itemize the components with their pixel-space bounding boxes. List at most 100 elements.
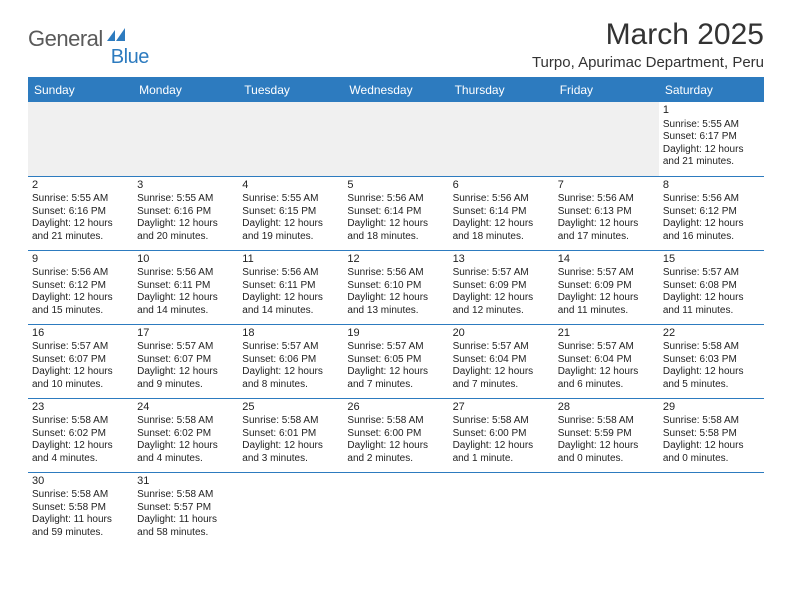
cell-sunrise: Sunrise: 5:58 AM bbox=[137, 415, 234, 428]
cell-daylight2: and 4 minutes. bbox=[32, 453, 129, 466]
day-header: Monday bbox=[133, 78, 238, 102]
cell-daylight2: and 58 minutes. bbox=[137, 527, 234, 540]
day-number: 2 bbox=[32, 179, 129, 193]
cell-sunrise: Sunrise: 5:56 AM bbox=[137, 267, 234, 280]
calendar-cell-empty bbox=[343, 102, 448, 176]
logo-text-blue: Blue bbox=[111, 46, 149, 69]
cell-daylight1: Daylight: 12 hours bbox=[663, 292, 760, 305]
day-header: Saturday bbox=[659, 78, 764, 102]
cell-sunset: Sunset: 6:11 PM bbox=[137, 280, 234, 293]
calendar-cell: 29Sunrise: 5:58 AMSunset: 5:58 PMDayligh… bbox=[659, 398, 764, 472]
cell-daylight1: Daylight: 12 hours bbox=[558, 218, 655, 231]
day-number: 13 bbox=[453, 253, 550, 267]
cell-daylight1: Daylight: 12 hours bbox=[347, 292, 444, 305]
cell-daylight1: Daylight: 12 hours bbox=[663, 218, 760, 231]
calendar-cell: 12Sunrise: 5:56 AMSunset: 6:10 PMDayligh… bbox=[343, 250, 448, 324]
cell-sunset: Sunset: 6:13 PM bbox=[558, 206, 655, 219]
cell-sunset: Sunset: 6:10 PM bbox=[347, 280, 444, 293]
cell-sunset: Sunset: 6:00 PM bbox=[347, 428, 444, 441]
calendar-row: 9Sunrise: 5:56 AMSunset: 6:12 PMDaylight… bbox=[28, 250, 764, 324]
cell-daylight2: and 17 minutes. bbox=[558, 231, 655, 244]
day-number: 27 bbox=[453, 401, 550, 415]
cell-sunrise: Sunrise: 5:55 AM bbox=[137, 193, 234, 206]
calendar-cell: 13Sunrise: 5:57 AMSunset: 6:09 PMDayligh… bbox=[449, 250, 554, 324]
day-number: 11 bbox=[242, 253, 339, 267]
calendar-cell: 3Sunrise: 5:55 AMSunset: 6:16 PMDaylight… bbox=[133, 176, 238, 250]
day-number: 28 bbox=[558, 401, 655, 415]
cell-daylight1: Daylight: 12 hours bbox=[137, 440, 234, 453]
calendar-cell: 19Sunrise: 5:57 AMSunset: 6:05 PMDayligh… bbox=[343, 324, 448, 398]
cell-daylight2: and 21 minutes. bbox=[32, 231, 129, 244]
cell-daylight2: and 0 minutes. bbox=[663, 453, 760, 466]
day-number: 17 bbox=[137, 327, 234, 341]
cell-sunrise: Sunrise: 5:57 AM bbox=[453, 341, 550, 354]
cell-sunrise: Sunrise: 5:58 AM bbox=[663, 341, 760, 354]
calendar-cell: 11Sunrise: 5:56 AMSunset: 6:11 PMDayligh… bbox=[238, 250, 343, 324]
cell-daylight2: and 8 minutes. bbox=[242, 379, 339, 392]
calendar-cell: 20Sunrise: 5:57 AMSunset: 6:04 PMDayligh… bbox=[449, 324, 554, 398]
day-number: 24 bbox=[137, 401, 234, 415]
calendar-cell: 17Sunrise: 5:57 AMSunset: 6:07 PMDayligh… bbox=[133, 324, 238, 398]
calendar-head: SundayMondayTuesdayWednesdayThursdayFrid… bbox=[28, 78, 764, 102]
calendar-cell: 27Sunrise: 5:58 AMSunset: 6:00 PMDayligh… bbox=[449, 398, 554, 472]
calendar-cell: 2Sunrise: 5:55 AMSunset: 6:16 PMDaylight… bbox=[28, 176, 133, 250]
cell-daylight2: and 59 minutes. bbox=[32, 527, 129, 540]
day-number: 10 bbox=[137, 253, 234, 267]
calendar-cell-empty bbox=[449, 102, 554, 176]
cell-daylight1: Daylight: 12 hours bbox=[242, 366, 339, 379]
calendar-cell: 7Sunrise: 5:56 AMSunset: 6:13 PMDaylight… bbox=[554, 176, 659, 250]
cell-daylight2: and 16 minutes. bbox=[663, 231, 760, 244]
calendar-cell: 16Sunrise: 5:57 AMSunset: 6:07 PMDayligh… bbox=[28, 324, 133, 398]
cell-sunrise: Sunrise: 5:57 AM bbox=[453, 267, 550, 280]
cell-sunset: Sunset: 6:06 PM bbox=[242, 354, 339, 367]
cell-sunset: Sunset: 6:12 PM bbox=[32, 280, 129, 293]
cell-daylight1: Daylight: 11 hours bbox=[32, 514, 129, 527]
cell-sunset: Sunset: 6:09 PM bbox=[558, 280, 655, 293]
cell-daylight1: Daylight: 12 hours bbox=[32, 218, 129, 231]
calendar-cell-empty bbox=[554, 102, 659, 176]
cell-daylight1: Daylight: 12 hours bbox=[137, 292, 234, 305]
cell-sunset: Sunset: 6:12 PM bbox=[663, 206, 760, 219]
cell-sunset: Sunset: 6:02 PM bbox=[32, 428, 129, 441]
cell-sunset: Sunset: 6:16 PM bbox=[32, 206, 129, 219]
cell-daylight2: and 14 minutes. bbox=[137, 305, 234, 318]
cell-sunrise: Sunrise: 5:57 AM bbox=[663, 267, 760, 280]
calendar-cell-empty bbox=[554, 472, 659, 546]
day-number: 7 bbox=[558, 179, 655, 193]
cell-daylight2: and 19 minutes. bbox=[242, 231, 339, 244]
cell-sunrise: Sunrise: 5:56 AM bbox=[663, 193, 760, 206]
cell-daylight2: and 0 minutes. bbox=[558, 453, 655, 466]
calendar-cell: 6Sunrise: 5:56 AMSunset: 6:14 PMDaylight… bbox=[449, 176, 554, 250]
cell-sunset: Sunset: 6:16 PM bbox=[137, 206, 234, 219]
calendar-row: 30Sunrise: 5:58 AMSunset: 5:58 PMDayligh… bbox=[28, 472, 764, 546]
cell-daylight2: and 7 minutes. bbox=[347, 379, 444, 392]
cell-sunrise: Sunrise: 5:56 AM bbox=[558, 193, 655, 206]
calendar-table: SundayMondayTuesdayWednesdayThursdayFrid… bbox=[28, 78, 764, 546]
page-title: March 2025 bbox=[532, 18, 764, 52]
calendar-cell: 10Sunrise: 5:56 AMSunset: 6:11 PMDayligh… bbox=[133, 250, 238, 324]
cell-daylight2: and 1 minute. bbox=[453, 453, 550, 466]
calendar-cell: 22Sunrise: 5:58 AMSunset: 6:03 PMDayligh… bbox=[659, 324, 764, 398]
cell-sunrise: Sunrise: 5:56 AM bbox=[347, 267, 444, 280]
cell-daylight1: Daylight: 12 hours bbox=[242, 440, 339, 453]
location-subtitle: Turpo, Apurimac Department, Peru bbox=[532, 54, 764, 71]
cell-daylight1: Daylight: 12 hours bbox=[558, 440, 655, 453]
calendar-cell-empty bbox=[343, 472, 448, 546]
cell-daylight2: and 6 minutes. bbox=[558, 379, 655, 392]
cell-sunrise: Sunrise: 5:57 AM bbox=[242, 341, 339, 354]
day-header: Tuesday bbox=[238, 78, 343, 102]
cell-sunset: Sunset: 6:15 PM bbox=[242, 206, 339, 219]
cell-sunset: Sunset: 6:02 PM bbox=[137, 428, 234, 441]
cell-sunset: Sunset: 6:07 PM bbox=[32, 354, 129, 367]
calendar-cell: 5Sunrise: 5:56 AMSunset: 6:14 PMDaylight… bbox=[343, 176, 448, 250]
cell-sunset: Sunset: 6:01 PM bbox=[242, 428, 339, 441]
cell-sunset: Sunset: 5:59 PM bbox=[558, 428, 655, 441]
cell-sunrise: Sunrise: 5:58 AM bbox=[558, 415, 655, 428]
day-number: 20 bbox=[453, 327, 550, 341]
day-header-row: SundayMondayTuesdayWednesdayThursdayFrid… bbox=[28, 78, 764, 102]
day-number: 5 bbox=[347, 179, 444, 193]
cell-sunrise: Sunrise: 5:57 AM bbox=[558, 267, 655, 280]
calendar-cell: 14Sunrise: 5:57 AMSunset: 6:09 PMDayligh… bbox=[554, 250, 659, 324]
cell-sunset: Sunset: 5:58 PM bbox=[663, 428, 760, 441]
cell-daylight2: and 5 minutes. bbox=[663, 379, 760, 392]
